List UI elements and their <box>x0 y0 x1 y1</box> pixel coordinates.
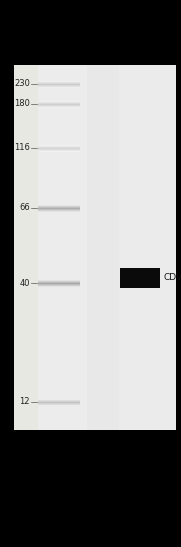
Bar <box>38 399 80 400</box>
Bar <box>120 268 160 288</box>
Text: 40: 40 <box>20 278 30 288</box>
Bar <box>38 86 80 88</box>
Bar <box>38 102 80 103</box>
Bar <box>38 106 80 107</box>
Bar <box>38 104 80 106</box>
Bar <box>38 282 80 283</box>
Bar <box>38 144 80 146</box>
Bar <box>38 281 80 282</box>
Bar <box>38 84 80 85</box>
Bar <box>38 85 80 86</box>
Bar <box>38 284 80 286</box>
Bar <box>14 65 176 430</box>
Bar <box>38 82 80 83</box>
Bar <box>119 65 176 430</box>
Bar <box>38 280 80 281</box>
Bar <box>38 404 80 405</box>
Bar <box>38 149 80 150</box>
Bar <box>38 150 80 152</box>
Bar <box>38 286 80 287</box>
Bar <box>38 401 80 403</box>
Bar <box>38 147 80 148</box>
Bar <box>38 210 80 211</box>
Bar <box>38 83 80 84</box>
Text: 66: 66 <box>19 203 30 212</box>
Bar <box>38 211 80 212</box>
Bar <box>38 103 80 104</box>
Bar <box>38 400 80 401</box>
Text: 116: 116 <box>14 143 30 153</box>
Bar <box>38 206 80 207</box>
Text: CDV3: CDV3 <box>163 274 181 282</box>
Bar <box>38 208 80 210</box>
Text: 230: 230 <box>14 79 30 89</box>
Bar <box>38 101 80 102</box>
Text: 180: 180 <box>14 100 30 108</box>
Bar <box>38 207 80 208</box>
Bar <box>38 146 80 147</box>
Bar <box>38 107 80 108</box>
Text: 12: 12 <box>20 398 30 406</box>
Bar <box>38 205 80 206</box>
Bar <box>38 403 80 404</box>
Bar <box>38 80 80 82</box>
Bar <box>87 65 119 430</box>
Bar <box>38 148 80 149</box>
Bar <box>38 283 80 284</box>
Bar <box>38 65 87 430</box>
